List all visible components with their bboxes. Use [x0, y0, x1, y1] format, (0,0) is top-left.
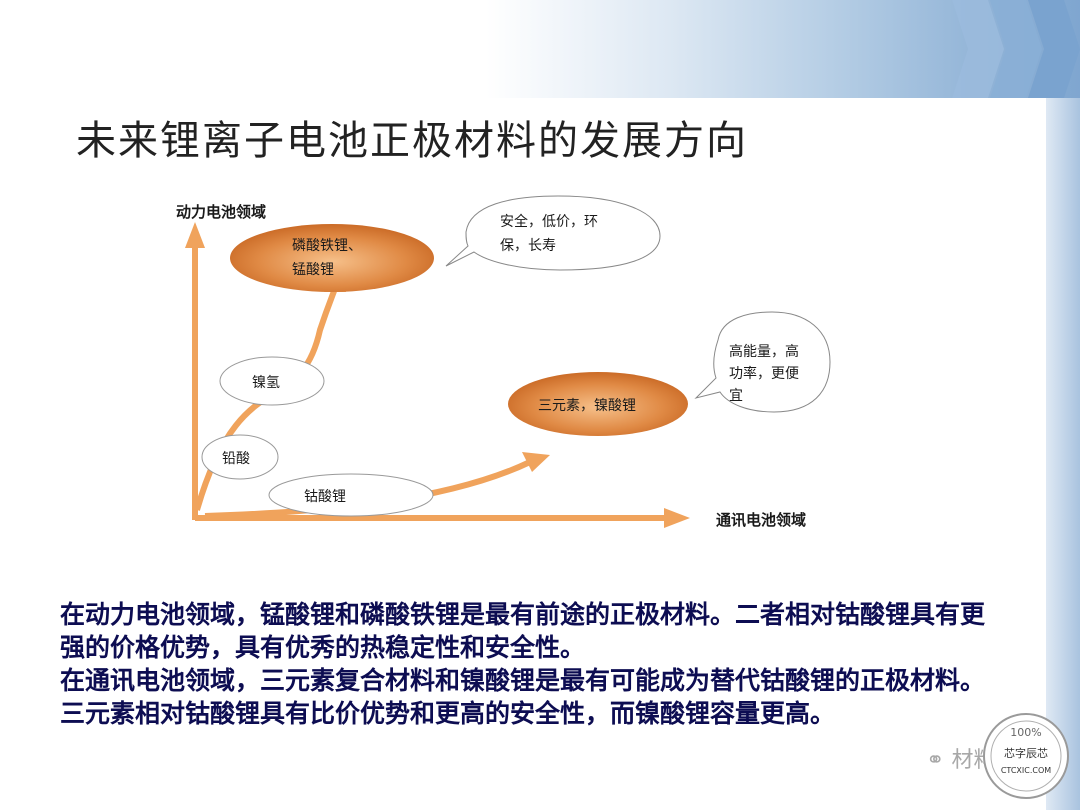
body-paragraph-power: 在动力电池领域，锰酸锂和磷酸铁锂是最有前途的正极材料。二者相对钴酸锂具有更强的价… [60, 600, 986, 662]
power-target-node: 磷酸铁锂、 锰酸锂 [230, 224, 434, 292]
comm-callout-line-3: 宜 [729, 388, 743, 404]
lithium-cobalt-label: 钴酸锂 [304, 489, 346, 505]
header-gradient-band [0, 0, 1080, 98]
lithium-cobalt-node: 钴酸锂 [268, 473, 434, 517]
comm-callout-line-2: 功率，更便 [729, 365, 799, 382]
slide-title: 未来锂离子电池正极材料的发展方向 [76, 118, 748, 164]
power-callout: 安全，低价，环 保，长寿 [445, 195, 661, 271]
x-axis [195, 508, 690, 528]
x-axis-label: 通讯电池领域 [716, 511, 806, 529]
slide-body: 在动力电池领域，锰酸锂和磷酸铁锂是最有前途的正极材料。二者相对钴酸锂具有更强的价… [60, 598, 1005, 730]
comm-callout: 高能量，高 功率，更便 宜 [694, 311, 831, 413]
right-side-band [1046, 98, 1080, 810]
power-callout-line-1: 安全，低价，环 [500, 213, 598, 230]
badge-bottom-text: CTCXIC.COM [1001, 766, 1051, 775]
nickel-hydrogen-node: 镍氢 [219, 356, 325, 406]
comm-target-node: 三元素，镍酸锂 [508, 372, 688, 436]
lead-acid-node: 铅酸 [201, 434, 279, 480]
lead-acid-label: 铅酸 [222, 451, 250, 467]
badge-top-text: 100% [1010, 726, 1041, 739]
power-callout-line-2: 保，长寿 [500, 237, 556, 254]
y-axis-label: 动力电池领域 [176, 203, 266, 221]
body-paragraph-comm: 在通讯电池领域，三元素复合材料和镍酸锂是最有可能成为替代钴酸锂的正极材料。三元素… [60, 666, 986, 728]
power-target-line-1: 磷酸铁锂、 [292, 238, 362, 254]
power-target-line-2: 锰酸锂 [292, 262, 334, 278]
comm-target-label: 三元素，镍酸锂 [538, 398, 636, 414]
nickel-hydrogen-label: 镍氢 [252, 375, 280, 391]
comm-callout-line-1: 高能量，高 [729, 343, 799, 360]
badge-mid-text: 芯字辰芯 [1004, 746, 1048, 760]
y-axis [185, 222, 205, 520]
cathode-development-diagram: 磷酸铁锂、 锰酸锂 三元素，镍酸锂 镍氢 铅酸 钴酸锂 安全，低价，环 保，长寿 [176, 195, 831, 529]
wechat-icon: ⚭ [926, 748, 945, 773]
